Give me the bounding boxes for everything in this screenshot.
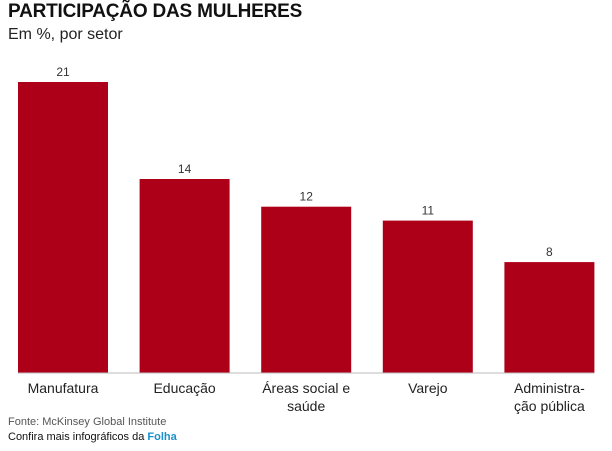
bar-5	[504, 262, 595, 373]
value-label-4: 11	[422, 204, 435, 218]
value-label-3: 12	[300, 190, 314, 204]
category-label-3: Áreas social e saúde	[262, 380, 350, 414]
value-label-2: 14	[178, 162, 192, 176]
bar-3	[261, 206, 352, 373]
bar-4	[382, 220, 473, 373]
value-label-1: 21	[56, 65, 70, 79]
bar-1	[18, 82, 108, 373]
chart-title: PARTICIPAÇÃO DAS MULHERES	[8, 1, 303, 22]
value-label-5: 8	[546, 245, 553, 259]
category-label-1: Manufatura	[28, 380, 99, 396]
bar-2	[139, 179, 230, 373]
promo-line: Confira mais infográficos da Folha	[8, 431, 177, 443]
category-label-2: Educação	[153, 380, 215, 396]
promo-text: Confira mais infográficos da	[8, 431, 148, 443]
category-label-4: Varejo	[408, 380, 448, 396]
brand-link[interactable]: Folha	[147, 431, 177, 443]
chart-subtitle: Em %, por setor	[8, 26, 123, 43]
source-note: Fonte: McKinsey Global Institute	[8, 416, 167, 428]
category-label-5: Administra-ção pública	[514, 380, 585, 414]
